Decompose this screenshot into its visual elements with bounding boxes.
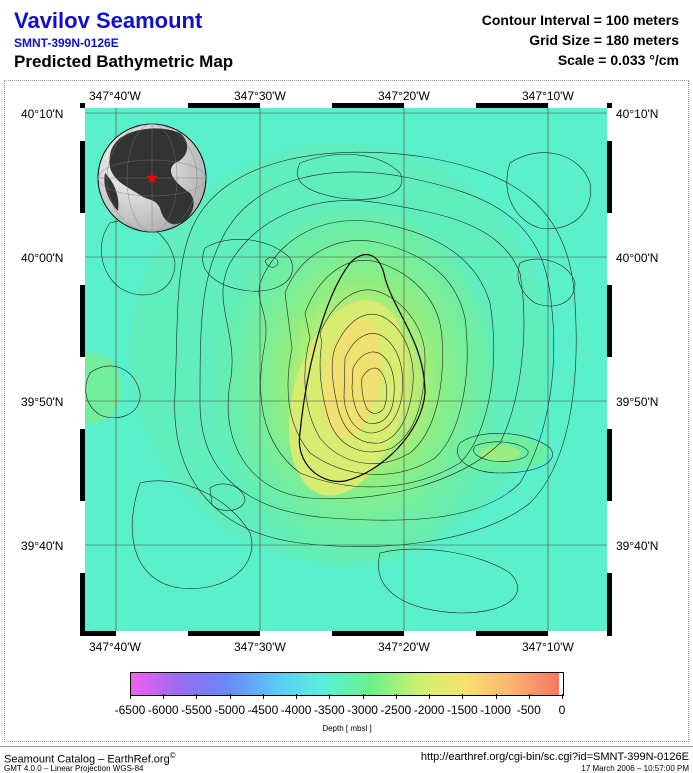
lat-right-3: 39°50'N — [616, 395, 659, 409]
footer-catalog: Seamount Catalog – EarthRef.org© — [4, 751, 176, 766]
lat-right-2: 40°00'N — [616, 251, 659, 265]
colorbar-tick-label: -5500 — [181, 703, 212, 717]
lat-left-3: 39°50'N — [21, 395, 64, 409]
colorbar-tick-mark — [163, 694, 165, 699]
lat-left-4: 39°40'N — [21, 539, 64, 553]
colorbar-tick-mark — [462, 694, 464, 699]
footer-divider — [0, 746, 693, 747]
footer-timestamp: 17 March 2006 – 10:57:00 PM — [581, 764, 689, 773]
colorbar-tick-mark — [562, 694, 563, 699]
colorbar-tick-mark — [528, 694, 530, 699]
colorbar-tick-label: -1000 — [480, 703, 511, 717]
lon-top-1: 347°40'W — [89, 89, 141, 103]
colorbar-zero-band — [559, 673, 563, 695]
copyright-mark: © — [169, 751, 176, 760]
lon-top-4: 347°10'W — [522, 89, 574, 103]
scale-label: Scale = 0.033 °/cm — [557, 52, 679, 68]
colorbar-tick-label: -500 — [516, 703, 541, 717]
lon-bottom-1: 347°40'W — [89, 640, 141, 654]
colorbar-tick-mark — [495, 694, 497, 699]
lon-bottom-3: 347°20'W — [378, 640, 430, 654]
locator-globe: ★ — [97, 123, 207, 233]
lon-bottom-4: 347°10'W — [522, 640, 574, 654]
lat-left-1: 40°10'N — [21, 107, 64, 121]
colorbar-tick-label: -6000 — [147, 703, 179, 717]
depth-colorbar — [130, 672, 564, 696]
lon-bottom-2: 347°30'W — [234, 640, 286, 654]
colorbar-tick-label: -4500 — [247, 703, 279, 717]
location-marker-icon: ★ — [145, 168, 159, 187]
colorbar-tick-mark — [296, 694, 298, 699]
colorbar-tick-label: -2000 — [413, 703, 445, 717]
colorbar-tick-label: 0 — [558, 703, 566, 717]
map-panel-frame — [4, 80, 689, 742]
colorbar-tick-label: -2500 — [380, 703, 412, 717]
colorbar-tick-label: -3000 — [347, 703, 378, 717]
map-subtitle: Predicted Bathymetric Map — [14, 52, 234, 71]
graticule — [85, 108, 607, 631]
contour-interval: Contour Interval = 100 meters — [481, 12, 679, 28]
footer-gmt: GMT 4.0.0 – Linear Projection WGS-84 — [4, 764, 144, 773]
lat-right-1: 40°10'N — [616, 107, 659, 121]
colorbar-tick-mark — [429, 694, 431, 699]
lat-left-2: 40°00'N — [21, 251, 64, 265]
map-title: Vavilov Seamount — [14, 8, 203, 33]
colorbar-tick-mark — [329, 694, 331, 699]
colorbar-tick-mark — [395, 694, 397, 699]
colorbar-tick-label: -3500 — [314, 703, 345, 717]
colorbar-tick-label: -1500 — [446, 703, 478, 717]
colorbar-tick-mark — [130, 694, 131, 699]
colorbar-tick-label: -4000 — [280, 703, 312, 717]
seamount-id: SMNT-399N-0126E — [14, 36, 119, 50]
colorbar-tick-mark — [262, 694, 264, 699]
lat-right-4: 39°40'N — [616, 539, 659, 553]
colorbar-tick-label: -6500 — [114, 703, 146, 717]
colorbar-tick-mark — [362, 694, 364, 699]
colorbar-tick-mark — [229, 694, 231, 699]
lon-top-3: 347°20'W — [378, 89, 430, 103]
colorbar-label: Depth [ mbsl ] — [322, 724, 372, 733]
bathymetry-map: ★ — [80, 103, 612, 636]
lon-top-2: 347°30'W — [234, 89, 286, 103]
colorbar-tick-label: -5000 — [214, 703, 246, 717]
footer-catalog-text: Seamount Catalog – EarthRef.org — [4, 753, 170, 766]
footer-url[interactable]: http://earthref.org/cgi-bin/sc.cgi?id=SM… — [420, 751, 689, 763]
grid-size: Grid Size = 180 meters — [529, 32, 679, 48]
colorbar-tick-mark — [196, 694, 198, 699]
